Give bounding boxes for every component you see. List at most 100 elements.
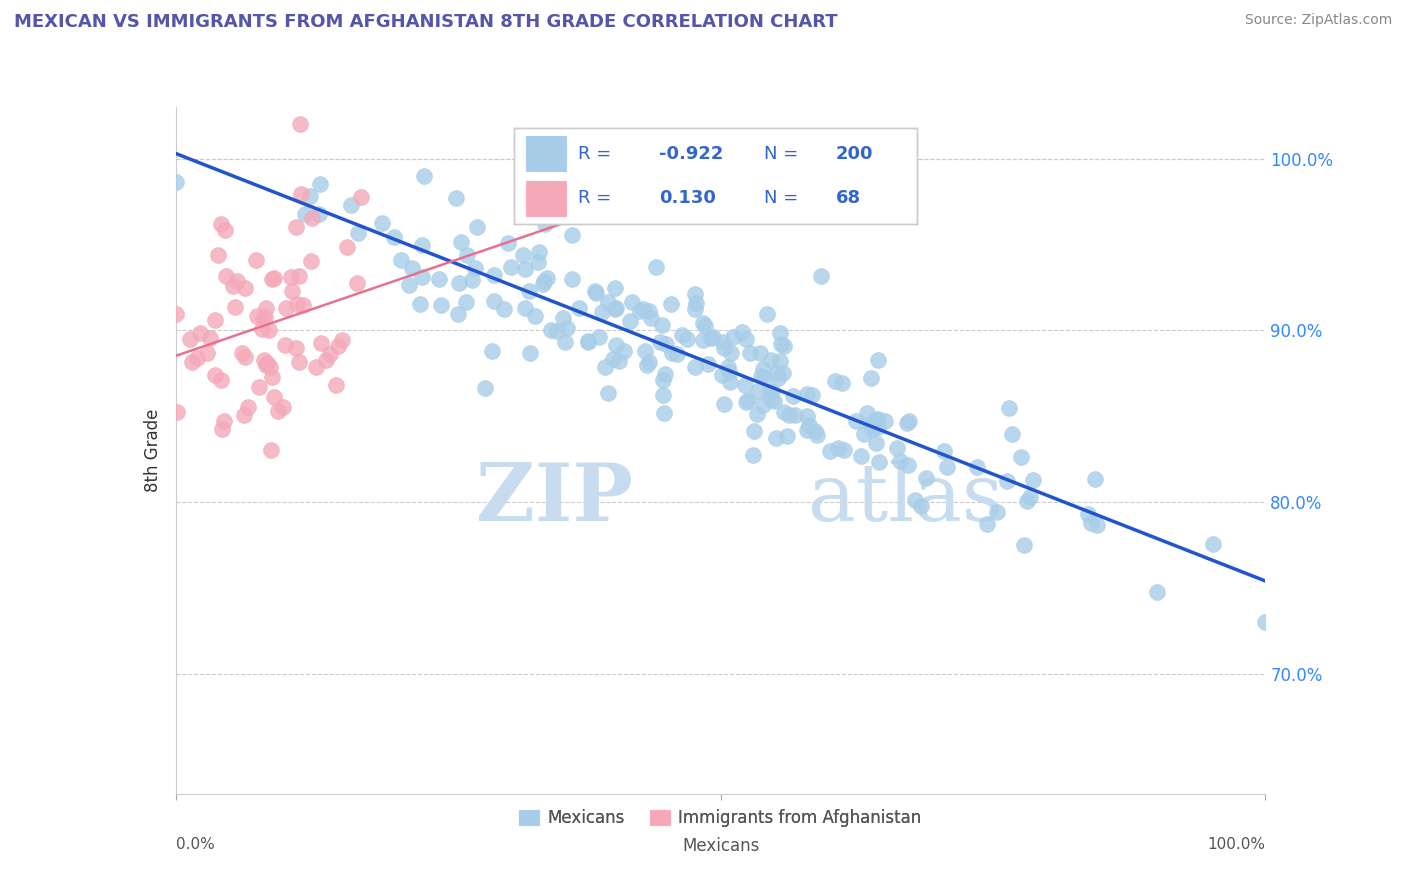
Point: [747, 384, 769, 399]
Point: [389, 252, 412, 267]
Point: [252, 311, 274, 326]
Point: [449, 277, 471, 291]
Point: [195, 346, 218, 360]
Point: [713, 341, 735, 355]
Point: [526, 255, 548, 269]
Point: [186, 351, 208, 365]
Point: [593, 359, 616, 374]
Point: [645, 260, 668, 275]
Point: [868, 420, 890, 434]
Point: [482, 268, 505, 282]
Point: [831, 376, 853, 390]
Point: [398, 277, 420, 292]
Point: [591, 305, 613, 319]
Point: [215, 268, 238, 283]
Point: [288, 268, 311, 283]
Point: [280, 270, 302, 285]
Point: [654, 368, 676, 382]
Point: [849, 449, 872, 463]
Point: [797, 418, 820, 433]
Point: [290, 117, 312, 131]
Point: [519, 345, 541, 359]
Point: [860, 422, 883, 436]
Point: [659, 297, 682, 311]
Point: [866, 412, 889, 426]
Point: [222, 278, 245, 293]
Point: [652, 406, 675, 420]
Point: [273, 400, 295, 414]
Point: [773, 339, 796, 353]
Point: [661, 346, 683, 360]
Point: [524, 309, 547, 323]
Point: [231, 345, 253, 359]
Point: [759, 352, 782, 367]
Point: [211, 422, 233, 436]
Point: [553, 310, 575, 325]
Point: [1254, 615, 1277, 629]
Point: [796, 409, 818, 424]
Point: [165, 175, 187, 189]
Text: 100.0%: 100.0%: [1208, 837, 1265, 852]
Point: [966, 460, 988, 475]
Point: [336, 240, 359, 254]
Point: [742, 424, 765, 438]
Point: [865, 436, 887, 450]
Point: [763, 394, 786, 409]
Point: [721, 330, 744, 344]
Point: [294, 207, 316, 221]
Point: [259, 360, 281, 375]
Point: [166, 405, 188, 419]
Point: [889, 454, 911, 468]
Point: [734, 333, 756, 347]
Point: [513, 262, 536, 277]
Point: [693, 318, 716, 333]
Point: [619, 314, 641, 328]
Point: [165, 306, 187, 320]
Point: [752, 370, 775, 384]
FancyBboxPatch shape: [526, 181, 567, 216]
Point: [696, 357, 718, 371]
Point: [827, 441, 849, 455]
Point: [740, 346, 762, 360]
Point: [253, 352, 276, 367]
Point: [588, 330, 610, 344]
Point: [517, 284, 540, 298]
Point: [976, 516, 998, 531]
Point: [685, 296, 707, 310]
Point: [247, 380, 270, 394]
Point: [263, 391, 285, 405]
Point: [769, 354, 792, 368]
Point: [868, 352, 890, 367]
Point: [769, 336, 792, 351]
Point: [274, 338, 297, 352]
Point: [773, 405, 796, 419]
Point: [824, 374, 846, 388]
Point: [717, 359, 740, 374]
Point: [596, 386, 619, 401]
Text: ZIP: ZIP: [477, 459, 633, 538]
Point: [776, 428, 799, 442]
Point: [245, 253, 267, 268]
Point: [671, 328, 693, 343]
Point: [330, 333, 353, 347]
Point: [737, 392, 759, 407]
Point: [605, 280, 627, 294]
Point: [555, 321, 578, 335]
Point: [540, 323, 562, 337]
Point: [465, 220, 488, 235]
Point: [411, 238, 433, 252]
Point: [188, 326, 211, 340]
Text: N =: N =: [763, 145, 803, 162]
Point: [456, 295, 478, 310]
Point: [204, 368, 226, 382]
Point: [427, 271, 450, 285]
Point: [411, 270, 433, 285]
Point: [603, 301, 626, 316]
Point: [1018, 490, 1040, 504]
Point: [287, 355, 309, 369]
Point: [766, 371, 789, 385]
Point: [796, 387, 818, 401]
Point: [291, 298, 314, 312]
Point: [214, 414, 236, 428]
Point: [401, 261, 423, 276]
